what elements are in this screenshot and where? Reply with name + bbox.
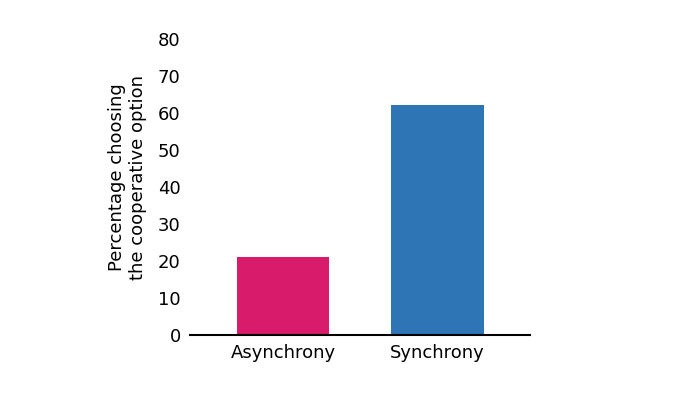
Bar <box>237 257 330 335</box>
Y-axis label: Percentage choosing
the cooperative option: Percentage choosing the cooperative opti… <box>108 75 147 280</box>
Bar <box>391 105 484 335</box>
